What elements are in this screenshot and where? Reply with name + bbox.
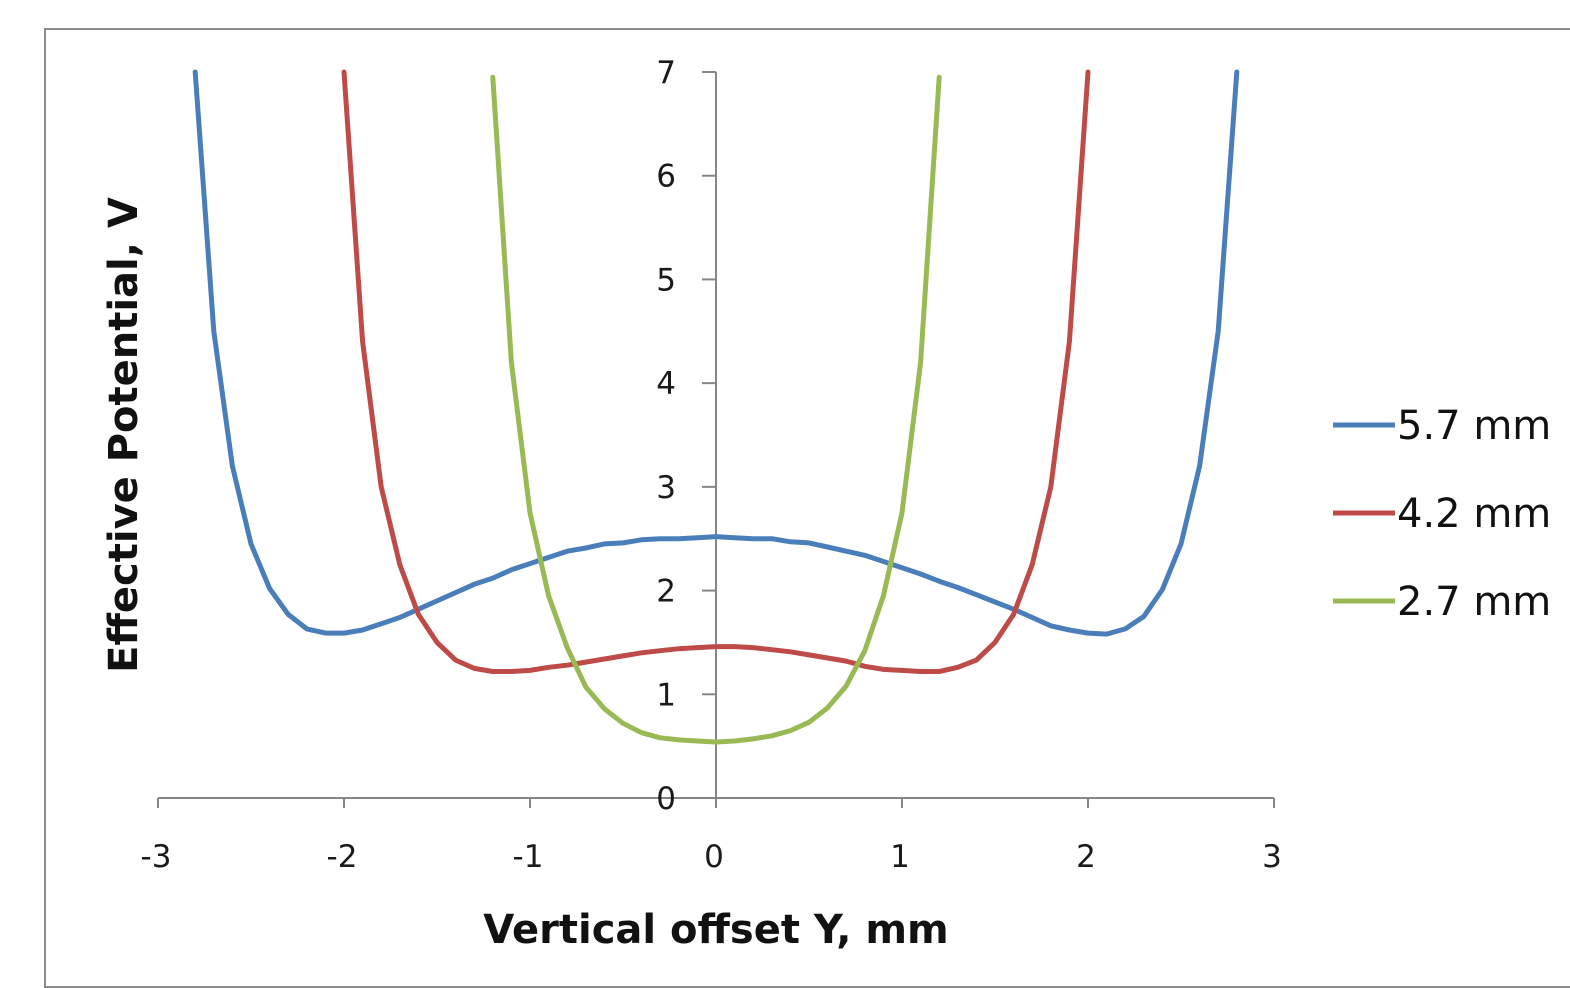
series-line-3 xyxy=(490,74,942,745)
x-axis-title: Vertical offset Y, mm xyxy=(483,907,949,953)
x-tick-label: -3 xyxy=(141,839,172,875)
y-tick-label: 5 xyxy=(656,262,676,298)
series-line-1 xyxy=(192,69,1240,637)
series-lines xyxy=(192,69,1240,745)
series-line-2 xyxy=(341,69,1091,674)
y-tick-label: 6 xyxy=(656,159,676,195)
axes xyxy=(158,72,1274,799)
x-tick-label: -1 xyxy=(513,839,544,875)
legend-label: 2.7 mm xyxy=(1397,579,1551,625)
x-tick-label: 0 xyxy=(704,839,724,875)
x-tick-label: 3 xyxy=(1262,839,1282,875)
y-tick-label: 0 xyxy=(656,781,676,817)
legend-label: 4.2 mm xyxy=(1397,491,1551,537)
x-ticks: -3 -2 -1 0 1 2 3 xyxy=(141,798,1282,875)
y-tick-label: 4 xyxy=(656,366,676,402)
y-ticks: 0 1 2 3 4 5 6 7 xyxy=(656,55,716,817)
legend-label: 5.7 mm xyxy=(1397,403,1551,449)
y-axis-title: Effective Potential, V xyxy=(101,197,147,673)
chart-frame xyxy=(44,28,1570,988)
y-tick-label: 3 xyxy=(656,470,676,506)
y-tick-label: 1 xyxy=(656,677,676,713)
x-tick-label: 2 xyxy=(1076,839,1096,875)
y-tick-label: 2 xyxy=(656,574,676,610)
y-tick-label: 7 xyxy=(656,55,676,91)
x-tick-label: -2 xyxy=(327,839,358,875)
legend: 5.7 mm 4.2 mm 2.7 mm xyxy=(1333,403,1551,625)
x-tick-label: 1 xyxy=(890,839,910,875)
